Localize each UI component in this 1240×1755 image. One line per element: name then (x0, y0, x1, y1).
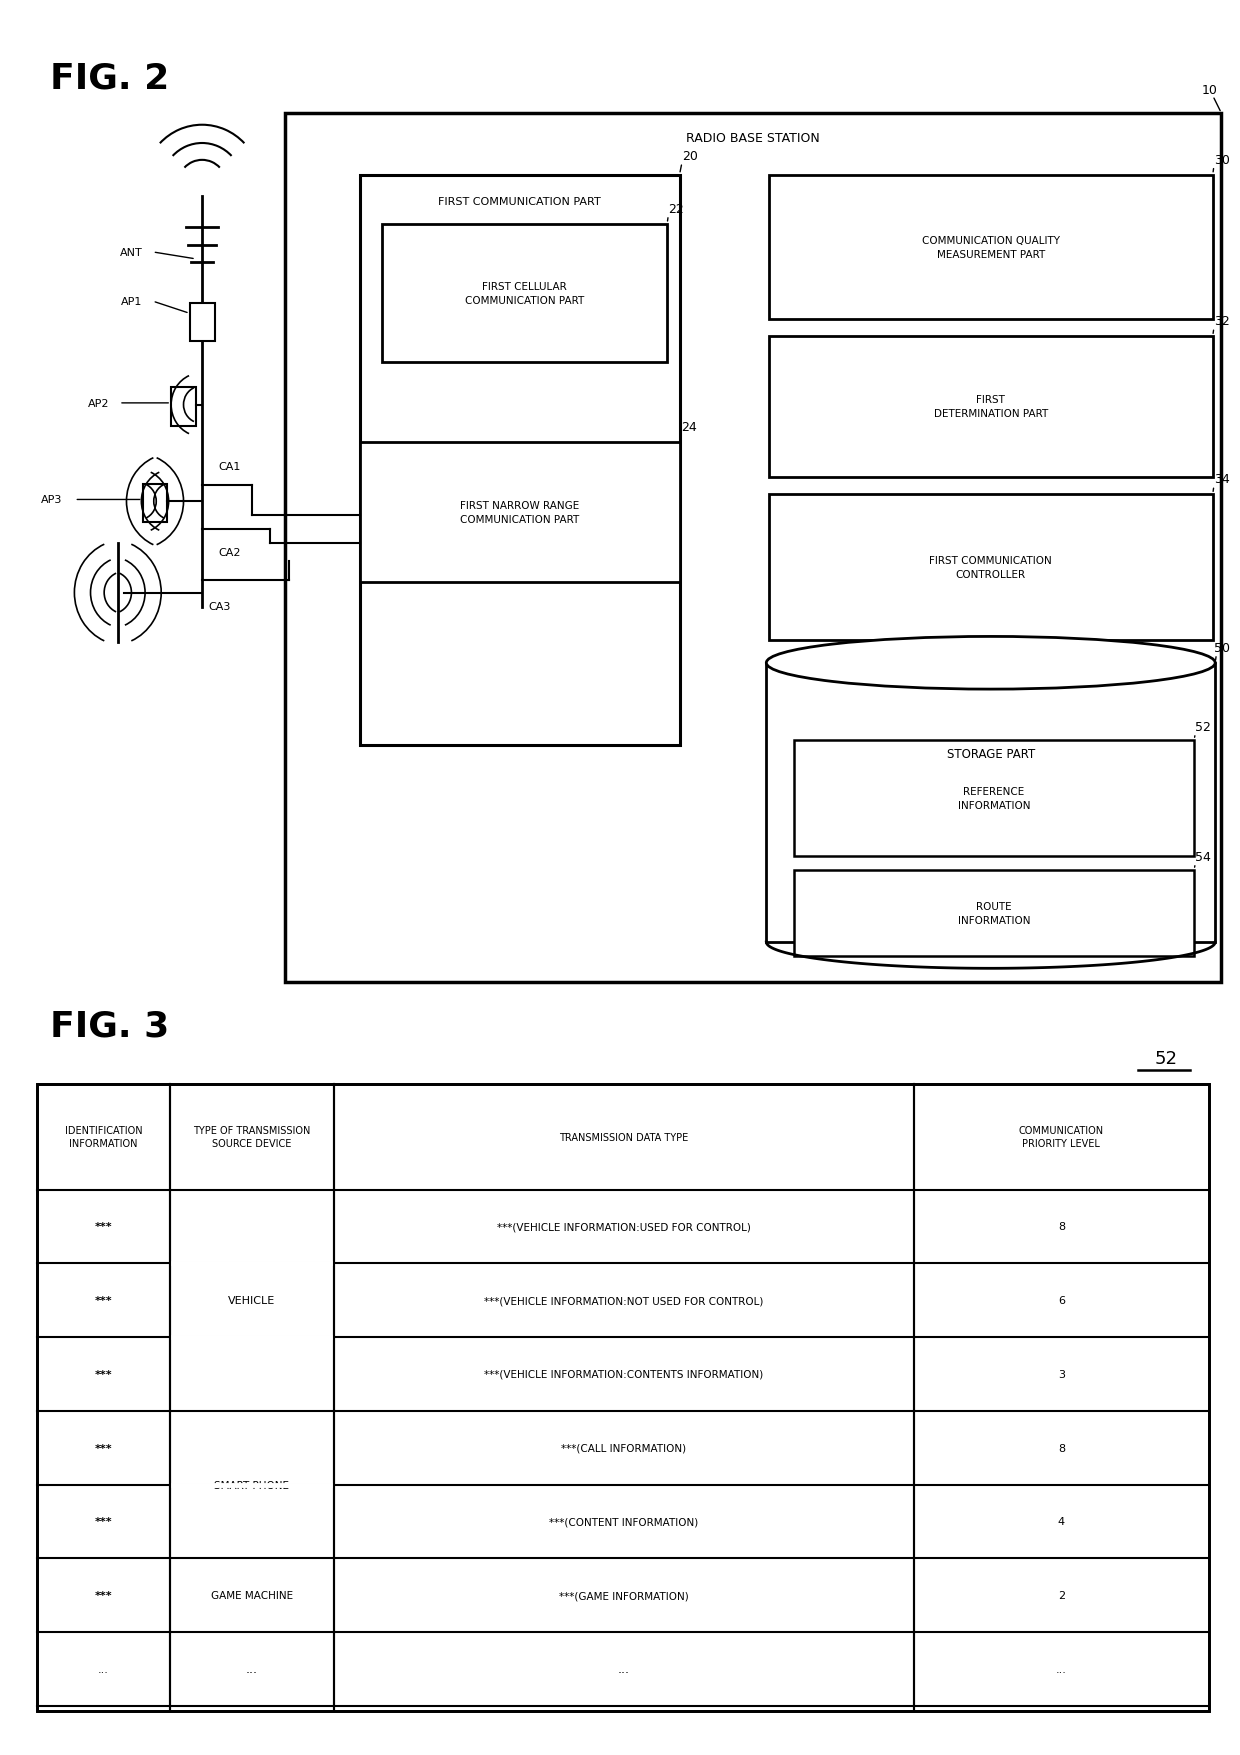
Text: CA3: CA3 (208, 602, 231, 612)
Text: VEHICLE: VEHICLE (228, 1295, 275, 1306)
Text: REFERENCE
INFORMATION: REFERENCE INFORMATION (957, 786, 1030, 811)
Text: ...: ... (98, 1664, 109, 1674)
Bar (37, 1085, 1209, 1711)
Text: CA1: CA1 (218, 462, 241, 472)
Bar (794, 741, 1194, 856)
Text: 50: 50 (1214, 642, 1230, 655)
Text: 8: 8 (1058, 1221, 1065, 1232)
Bar (171, 388, 196, 426)
Text: 34: 34 (1214, 474, 1230, 486)
Text: 6: 6 (1058, 1295, 1065, 1306)
Text: COMMUNICATION QUALITY
MEASUREMENT PART: COMMUNICATION QUALITY MEASUREMENT PART (921, 235, 1060, 260)
Text: ROUTE
INFORMATION: ROUTE INFORMATION (957, 902, 1030, 925)
Text: FIRST COMMUNICATION PART: FIRST COMMUNICATION PART (438, 197, 601, 207)
Text: AP3: AP3 (41, 495, 62, 505)
Text: FIRST NARROW RANGE
COMMUNICATION PART: FIRST NARROW RANGE COMMUNICATION PART (460, 500, 579, 525)
Bar (794, 870, 1194, 956)
Text: 20: 20 (682, 151, 698, 163)
Text: ***: *** (94, 1443, 112, 1453)
Bar (769, 176, 1213, 319)
Text: ***(VEHICLE INFORMATION:USED FOR CONTROL): ***(VEHICLE INFORMATION:USED FOR CONTROL… (497, 1221, 750, 1232)
Text: ***: *** (94, 1221, 112, 1232)
Text: 22: 22 (668, 204, 684, 216)
Text: COMMUNICATION
PRIORITY LEVEL: COMMUNICATION PRIORITY LEVEL (1019, 1125, 1104, 1150)
Text: 24: 24 (681, 421, 697, 433)
Bar (285, 114, 1221, 983)
Text: ***(GAME INFORMATION): ***(GAME INFORMATION) (559, 1590, 688, 1601)
Bar (766, 663, 1215, 942)
Text: ***: *** (94, 1295, 112, 1306)
Text: FIG. 3: FIG. 3 (50, 1009, 169, 1042)
Text: 30: 30 (1214, 154, 1230, 167)
Text: 52: 52 (1195, 721, 1211, 734)
Ellipse shape (766, 637, 1215, 690)
Text: STORAGE PART: STORAGE PART (946, 748, 1035, 760)
Text: ***: *** (94, 1369, 112, 1379)
Bar (382, 225, 667, 363)
Bar (37, 1085, 1209, 1711)
Bar (143, 484, 167, 523)
Bar (190, 304, 215, 342)
Text: ...: ... (618, 1662, 630, 1676)
Text: TYPE OF TRANSMISSION
SOURCE DEVICE: TYPE OF TRANSMISSION SOURCE DEVICE (193, 1125, 310, 1150)
Text: CA2: CA2 (218, 548, 241, 558)
Text: FIG. 2: FIG. 2 (50, 61, 169, 95)
Text: 3: 3 (1058, 1369, 1065, 1379)
Text: RADIO BASE STATION: RADIO BASE STATION (687, 132, 820, 144)
Text: 2: 2 (1058, 1590, 1065, 1601)
Text: GAME MACHINE: GAME MACHINE (211, 1590, 293, 1601)
Text: IDENTIFICATION
INFORMATION: IDENTIFICATION INFORMATION (64, 1125, 143, 1150)
Text: ***: *** (94, 1516, 112, 1527)
Text: 52: 52 (1154, 1049, 1177, 1067)
Bar (360, 442, 680, 583)
Text: FIRST COMMUNICATION
CONTROLLER: FIRST COMMUNICATION CONTROLLER (930, 556, 1052, 579)
Text: FIRST CELLULAR
COMMUNICATION PART: FIRST CELLULAR COMMUNICATION PART (465, 283, 584, 305)
Text: ANT: ANT (120, 247, 143, 258)
Text: AP2: AP2 (88, 398, 109, 409)
Bar (360, 176, 680, 746)
Text: ***(VEHICLE INFORMATION:CONTENTS INFORMATION): ***(VEHICLE INFORMATION:CONTENTS INFORMA… (484, 1369, 764, 1379)
Text: 8: 8 (1058, 1443, 1065, 1453)
Text: ***: *** (94, 1590, 112, 1601)
Text: ***(CONTENT INFORMATION): ***(CONTENT INFORMATION) (549, 1516, 698, 1527)
Bar (769, 495, 1213, 641)
Text: 4: 4 (1058, 1516, 1065, 1527)
Text: ...: ... (1056, 1664, 1066, 1674)
Text: 32: 32 (1214, 316, 1230, 328)
Text: SMART PHONE: SMART PHONE (215, 1479, 289, 1490)
Text: ...: ... (246, 1662, 258, 1676)
Bar (769, 337, 1213, 477)
Text: 10: 10 (1202, 84, 1218, 97)
Text: ***(VEHICLE INFORMATION:NOT USED FOR CONTROL): ***(VEHICLE INFORMATION:NOT USED FOR CON… (484, 1295, 764, 1306)
Text: 54: 54 (1195, 851, 1211, 863)
Text: ***(CALL INFORMATION): ***(CALL INFORMATION) (562, 1443, 686, 1453)
Text: AP1: AP1 (122, 297, 143, 307)
Text: TRANSMISSION DATA TYPE: TRANSMISSION DATA TYPE (559, 1132, 688, 1143)
Text: FIRST
DETERMINATION PART: FIRST DETERMINATION PART (934, 395, 1048, 419)
